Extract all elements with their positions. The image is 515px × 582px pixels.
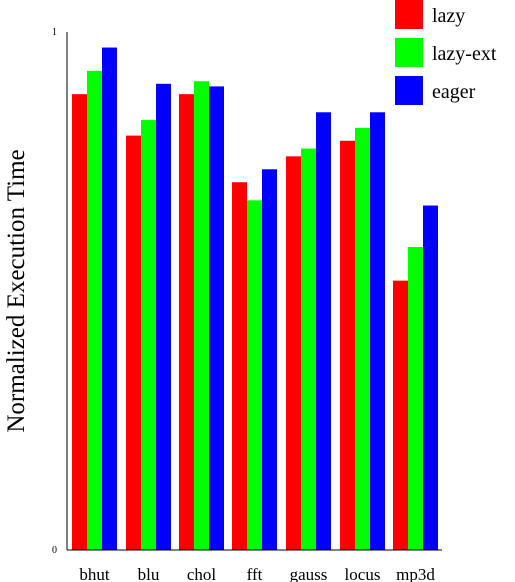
x-tick-label-locus: locus — [345, 565, 381, 582]
x-tick-label-blu: blu — [138, 565, 160, 582]
legend: lazy lazy-ext eager — [395, 0, 497, 105]
bar-chol-eager — [209, 86, 224, 550]
y-tick-label-max: 1 — [52, 27, 57, 38]
x-tick-labels: bhut blu chol fft gauss locus mp3d — [79, 565, 435, 582]
bar-bhut-lazy — [72, 94, 87, 550]
bar-fft-lazy — [232, 182, 247, 550]
bar-locus-lazy-ext — [355, 127, 370, 550]
bar-mp3d-lazy — [393, 280, 408, 550]
y-axis-label: Normalized Execution Time — [3, 149, 30, 432]
bars-layer — [72, 47, 438, 551]
bar-gauss-eager — [316, 112, 331, 550]
x-tick-label-chol: chol — [187, 565, 217, 582]
legend-label-eager: eager — [432, 81, 476, 103]
x-tick-label-bhut: bhut — [79, 565, 110, 582]
bar-fft-eager — [262, 169, 277, 550]
bar-gauss-lazy-ext — [301, 148, 316, 551]
bar-chol-lazy-ext — [194, 81, 209, 551]
bar-gauss-lazy — [286, 156, 301, 550]
bar-fft-lazy-ext — [247, 200, 262, 550]
bar-bhut-lazy-ext — [87, 70, 102, 550]
legend-label-lazy: lazy — [432, 5, 465, 27]
legend-swatch-eager — [395, 76, 423, 105]
bar-locus-lazy — [340, 140, 355, 550]
bar-mp3d-eager — [423, 205, 438, 550]
bar-blu-eager — [156, 83, 171, 551]
bar-mp3d-lazy-ext — [408, 246, 423, 550]
bar-bhut-eager — [102, 47, 117, 550]
bar-blu-lazy-ext — [141, 120, 156, 550]
legend-label-lazy-ext: lazy-ext — [432, 43, 497, 65]
x-tick-label-gauss: gauss — [290, 565, 328, 582]
x-tick-label-mp3d: mp3d — [396, 565, 435, 582]
y-tick-label-min: 0 — [52, 545, 57, 556]
x-tick-label-fft: fft — [247, 565, 263, 582]
bar-locus-eager — [370, 112, 385, 550]
bar-chol-lazy — [179, 94, 194, 550]
bar-blu-lazy — [126, 135, 141, 550]
legend-swatch-lazy — [395, 0, 423, 29]
legend-swatch-lazy-ext — [395, 38, 423, 67]
